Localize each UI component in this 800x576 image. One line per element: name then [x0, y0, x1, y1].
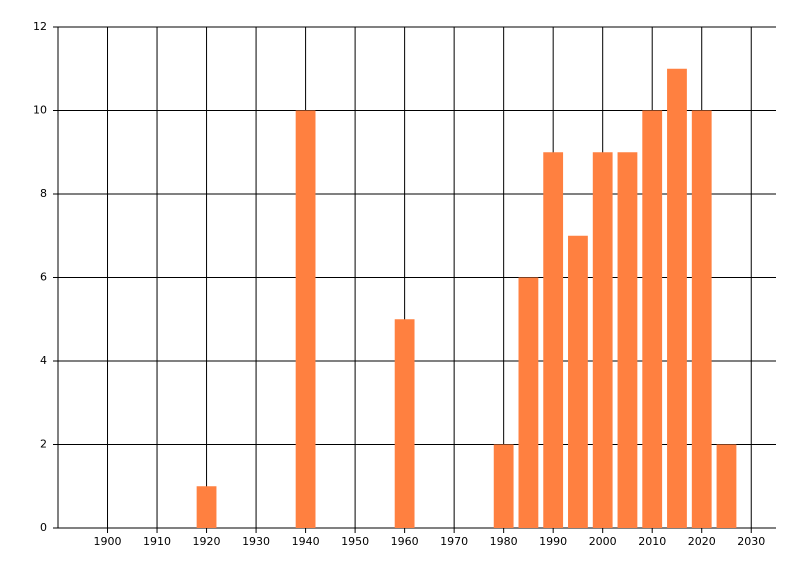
y-tick-label: 0	[40, 521, 47, 534]
x-tick-label: 2000	[589, 535, 617, 548]
y-tick-label: 10	[33, 104, 47, 117]
x-tick-label: 1920	[193, 535, 221, 548]
x-tick-label: 1960	[391, 535, 419, 548]
x-tick-label: 2010	[638, 535, 666, 548]
y-tick-label: 4	[40, 354, 47, 367]
x-tick-label: 2020	[688, 535, 716, 548]
x-tick-label: 1980	[490, 535, 518, 548]
y-tick-label: 2	[40, 438, 47, 451]
y-tick-label: 12	[33, 20, 47, 33]
bar	[295, 110, 316, 528]
x-tick-label: 2030	[737, 535, 765, 548]
y-tick-label: 6	[40, 271, 47, 284]
bar	[493, 444, 514, 528]
x-tick-label: 1990	[539, 535, 567, 548]
x-tick-label: 1950	[341, 535, 369, 548]
bar	[617, 152, 638, 528]
bar	[518, 277, 539, 528]
bar	[196, 486, 217, 528]
bar	[691, 110, 712, 528]
x-tick-label: 1900	[94, 535, 122, 548]
x-tick-label: 1970	[440, 535, 468, 548]
x-tick-label: 1910	[143, 535, 171, 548]
x-tick-label: 1930	[242, 535, 270, 548]
bar	[543, 152, 564, 528]
x-tick-label: 1940	[292, 535, 320, 548]
y-tick-label: 8	[40, 187, 47, 200]
bar	[642, 110, 663, 528]
bar	[394, 319, 415, 528]
bar	[592, 152, 613, 528]
bar	[568, 235, 588, 528]
bar	[716, 444, 737, 528]
bar	[667, 68, 687, 528]
